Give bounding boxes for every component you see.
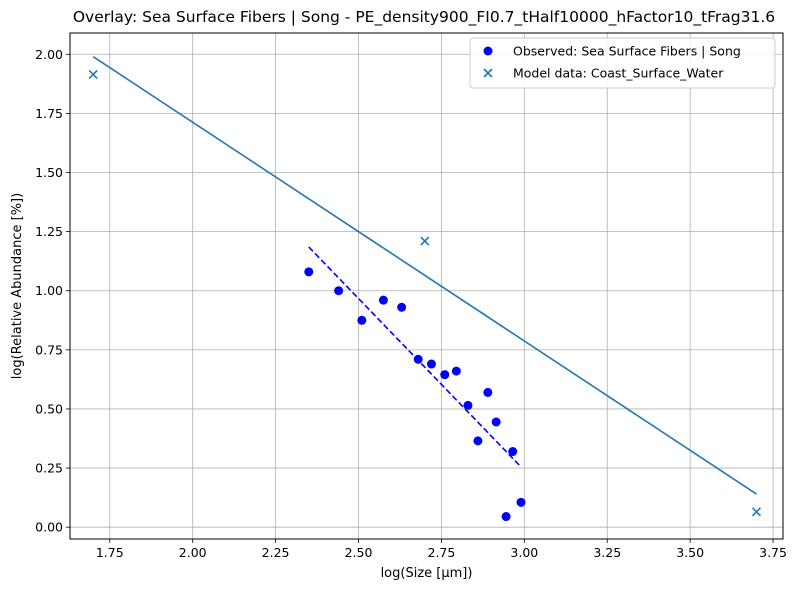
observed-point <box>463 400 473 410</box>
observed-point <box>426 359 436 369</box>
x-tick-label: 2.25 <box>262 545 290 560</box>
y-tick-label: 2.00 <box>35 47 63 62</box>
observed-point <box>378 295 388 305</box>
x-tick-label: 2.00 <box>179 545 207 560</box>
model-point <box>420 236 430 246</box>
observed-point <box>491 417 501 427</box>
x-tick-label: 3.75 <box>759 545 787 560</box>
y-tick-label: 1.25 <box>35 224 63 239</box>
legend-box <box>469 37 776 89</box>
observed-point <box>483 387 493 397</box>
model-point <box>751 507 762 517</box>
observed-fit-line <box>308 246 522 468</box>
legend: Observed: Sea Surface Fibers | Song Mode… <box>469 37 776 89</box>
observed-point <box>516 497 526 507</box>
legend-observed-marker <box>483 46 493 56</box>
data-marks <box>88 69 762 522</box>
y-tick-label: 0.75 <box>35 342 63 357</box>
observed-point <box>397 302 407 312</box>
legend-model-label: Model data: Coast_Surface_Water <box>513 66 724 81</box>
x-tick-label: 3.25 <box>593 545 621 560</box>
observed-point <box>473 436 483 446</box>
grid <box>70 33 783 539</box>
fit-lines <box>92 55 757 495</box>
chart-title: Overlay: Sea Surface Fibers | Song - PE_… <box>73 8 775 27</box>
axis-ticks: 1.75 2.00 2.25 2.50 2.75 3.00 3.25 3.50 3.75 0.00… <box>35 47 787 560</box>
observed-point <box>451 366 461 376</box>
x-axis-title: log(Size [µm]) <box>381 566 473 581</box>
y-axis-title: log(Relative Abundance [%]) <box>10 193 25 379</box>
observed-point <box>508 447 518 457</box>
y-tick-label: 1.75 <box>35 106 63 121</box>
x-tick-label: 3.50 <box>676 545 704 560</box>
x-tick-label: 1.75 <box>96 545 124 560</box>
model-point <box>88 69 98 79</box>
y-tick-label: 0.00 <box>35 520 63 535</box>
observed-point <box>304 267 314 277</box>
legend-observed-label: Observed: Sea Surface Fibers | Song <box>513 44 741 59</box>
observed-point <box>413 354 423 364</box>
x-tick-label: 2.50 <box>345 545 373 560</box>
observed-point <box>501 512 511 522</box>
x-tick-label: 3.00 <box>510 545 538 560</box>
observed-point <box>357 315 367 325</box>
observed-point <box>440 370 450 380</box>
y-tick-label: 0.25 <box>35 461 63 476</box>
plot-frame <box>69 32 784 540</box>
model-fit-line <box>92 55 757 495</box>
y-tick-label: 0.50 <box>35 401 63 416</box>
y-tick-label: 1.50 <box>35 165 63 180</box>
observed-point <box>334 286 344 296</box>
y-tick-label: 1.00 <box>35 283 63 298</box>
x-tick-label: 2.75 <box>428 545 456 560</box>
legend-model-marker <box>483 68 493 78</box>
